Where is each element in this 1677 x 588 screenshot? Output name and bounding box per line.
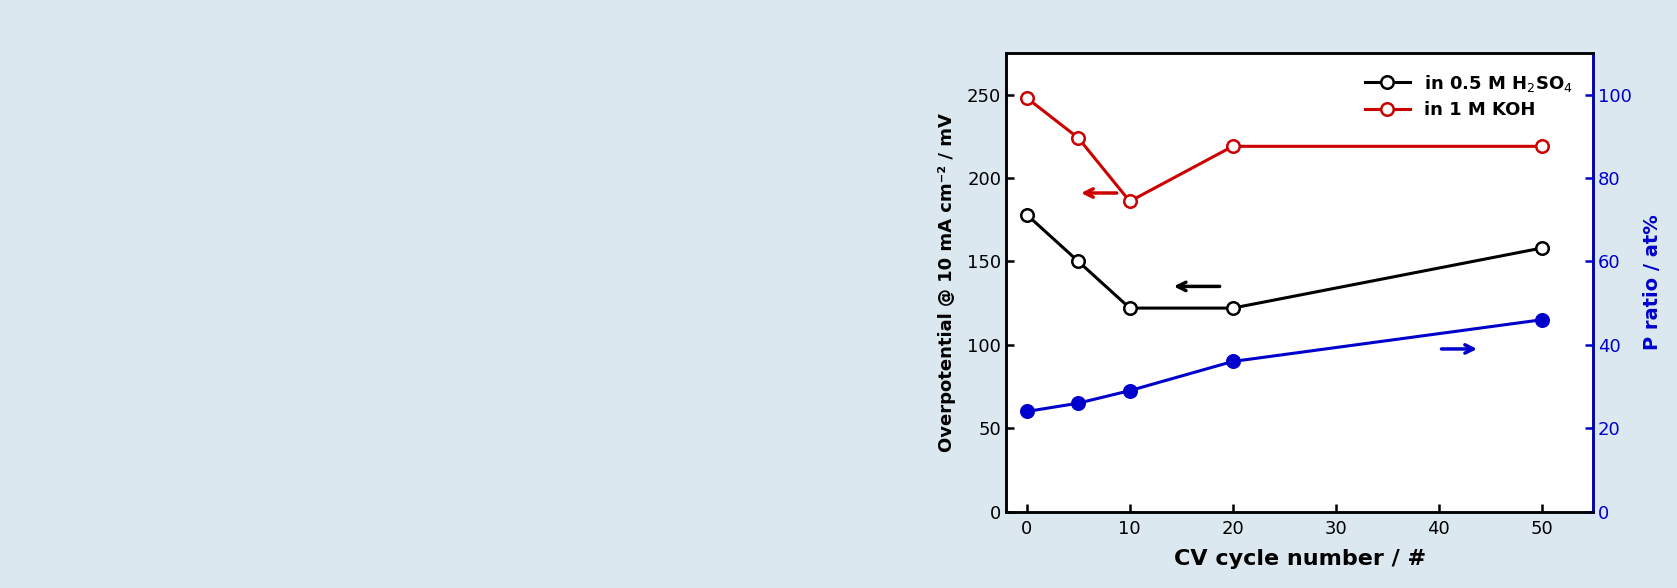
X-axis label: CV cycle number / #: CV cycle number / # [1174,549,1425,569]
Y-axis label: P ratio / at%: P ratio / at% [1643,215,1662,350]
Legend: in 0.5 M H$_2$SO$_4$, in 1 M KOH: in 0.5 M H$_2$SO$_4$, in 1 M KOH [1353,62,1585,130]
Y-axis label: Overpotential @ 10 mA cm⁻² / mV: Overpotential @ 10 mA cm⁻² / mV [937,113,956,452]
